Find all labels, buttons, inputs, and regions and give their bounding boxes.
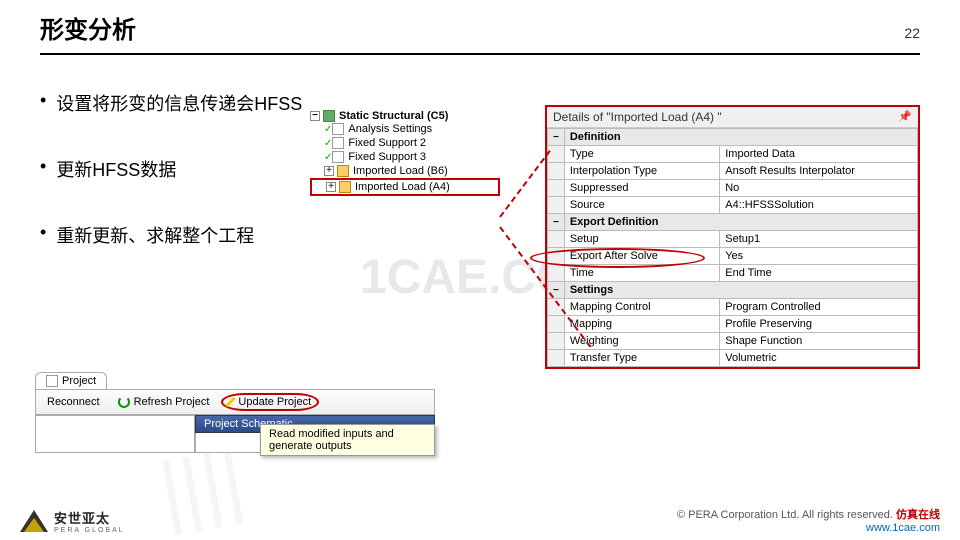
prop-label: Mapping (564, 316, 719, 333)
prop-label: Source (564, 197, 719, 214)
details-row[interactable]: TypeImported Data (548, 146, 918, 163)
section-header[interactable]: −Settings (548, 282, 918, 299)
slide-title: 形变分析 (40, 10, 136, 45)
tree-item-icon (332, 137, 344, 149)
prop-value[interactable]: Shape Function (720, 333, 918, 350)
details-table: −DefinitionTypeImported DataInterpolatio… (547, 128, 918, 367)
sidebar-stub (35, 415, 195, 453)
prop-label: Interpolation Type (564, 163, 719, 180)
footer-url: www.1cae.com (866, 522, 940, 534)
collapse-icon[interactable]: − (310, 111, 320, 121)
bullet-item: 重新更新、求解整个工程 (40, 222, 302, 248)
tree-item[interactable]: Fixed Support 3 (310, 150, 500, 164)
prop-label: Setup (564, 231, 719, 248)
footer: 安世亚太 PERA GLOBAL © PERA Corporation Ltd.… (0, 506, 960, 534)
tree-item-icon (339, 181, 351, 193)
bullet-item: 更新HFSS数据 (40, 156, 302, 182)
prop-label: Mapping Control (564, 299, 719, 316)
connector-line (499, 150, 551, 217)
reconnect-button[interactable]: Reconnect (41, 395, 106, 409)
bullet-item: 设置将形变的信息传递会HFSS (40, 90, 302, 116)
details-row[interactable]: Transfer TypeVolumetric (548, 350, 918, 367)
collapse-icon[interactable]: − (548, 214, 565, 231)
prop-value[interactable]: Setup1 (720, 231, 918, 248)
prop-label: Export After Solve (564, 248, 719, 265)
prop-value[interactable]: Program Controlled (720, 299, 918, 316)
prop-value[interactable]: Yes (720, 248, 918, 265)
pencil-icon (226, 397, 237, 408)
prop-value[interactable]: Ansoft Results Interpolator (720, 163, 918, 180)
collapse-icon[interactable]: − (548, 129, 565, 146)
refresh-icon (118, 396, 130, 408)
update-project-button[interactable]: Update Project (221, 393, 319, 411)
prop-value[interactable]: End Time (720, 265, 918, 282)
tree-item[interactable]: Analysis Settings (310, 122, 500, 136)
tab-icon (46, 375, 58, 387)
prop-value[interactable]: Profile Preserving (720, 316, 918, 333)
project-toolbar: Project Reconnect Refresh Project Update… (35, 372, 435, 453)
prop-value[interactable]: Imported Data (720, 146, 918, 163)
prop-label: Type (564, 146, 719, 163)
pin-icon[interactable]: 📌 (898, 110, 912, 124)
logo: 安世亚太 PERA GLOBAL (20, 508, 125, 534)
expand-icon[interactable]: + (324, 166, 334, 176)
bullet-list: 设置将形变的信息传递会HFSS 更新HFSS数据 重新更新、求解整个工程 (40, 90, 302, 288)
tooltip: Read modified inputs and generate output… (260, 424, 435, 456)
page-number: 22 (904, 25, 920, 41)
tree-item[interactable]: +Imported Load (A4) (310, 178, 500, 196)
section-header[interactable]: −Definition (548, 129, 918, 146)
details-row[interactable]: Interpolation TypeAnsoft Results Interpo… (548, 163, 918, 180)
prop-label: Time (564, 265, 719, 282)
prop-value[interactable]: No (720, 180, 918, 197)
details-row[interactable]: MappingProfile Preserving (548, 316, 918, 333)
check-icon (324, 123, 332, 135)
details-row[interactable]: WeightingShape Function (548, 333, 918, 350)
copyright: © PERA Corporation Ltd. All rights reser… (677, 506, 940, 534)
tree-item-icon (332, 123, 344, 135)
tree-outline[interactable]: − Static Structural (C5) Analysis Settin… (310, 110, 500, 196)
title-bar: 形变分析 22 (40, 10, 920, 55)
details-row[interactable]: Mapping ControlProgram Controlled (548, 299, 918, 316)
details-title: Details of "Imported Load (A4) " (553, 110, 722, 124)
details-row[interactable]: TimeEnd Time (548, 265, 918, 282)
prop-label: Transfer Type (564, 350, 719, 367)
prop-label: Suppressed (564, 180, 719, 197)
tree-item[interactable]: +Imported Load (B6) (310, 164, 500, 178)
details-row[interactable]: Export After SolveYes (548, 248, 918, 265)
prop-value[interactable]: A4::HFSSSolution (720, 197, 918, 214)
expand-icon[interactable]: + (326, 182, 336, 192)
refresh-project-button[interactable]: Refresh Project (112, 395, 216, 409)
brand-text: 仿真在线 (896, 509, 940, 521)
section-header[interactable]: −Export Definition (548, 214, 918, 231)
check-icon (324, 151, 332, 163)
check-icon (324, 137, 332, 149)
project-tab[interactable]: Project (35, 372, 107, 389)
toolbar-row: Reconnect Refresh Project Update Project (35, 389, 435, 415)
prop-value[interactable]: Volumetric (720, 350, 918, 367)
logo-icon (20, 510, 48, 532)
branch-icon (323, 110, 335, 122)
tree-item[interactable]: Fixed Support 2 (310, 136, 500, 150)
details-panel: Details of "Imported Load (A4) " 📌 −Defi… (545, 105, 920, 369)
tree-root[interactable]: − Static Structural (C5) (310, 110, 500, 122)
details-row[interactable]: SourceA4::HFSSSolution (548, 197, 918, 214)
details-header: Details of "Imported Load (A4) " 📌 (547, 107, 918, 128)
details-row[interactable]: SetupSetup1 (548, 231, 918, 248)
details-row[interactable]: SuppressedNo (548, 180, 918, 197)
tree-item-icon (332, 151, 344, 163)
tree-item-icon (337, 165, 349, 177)
